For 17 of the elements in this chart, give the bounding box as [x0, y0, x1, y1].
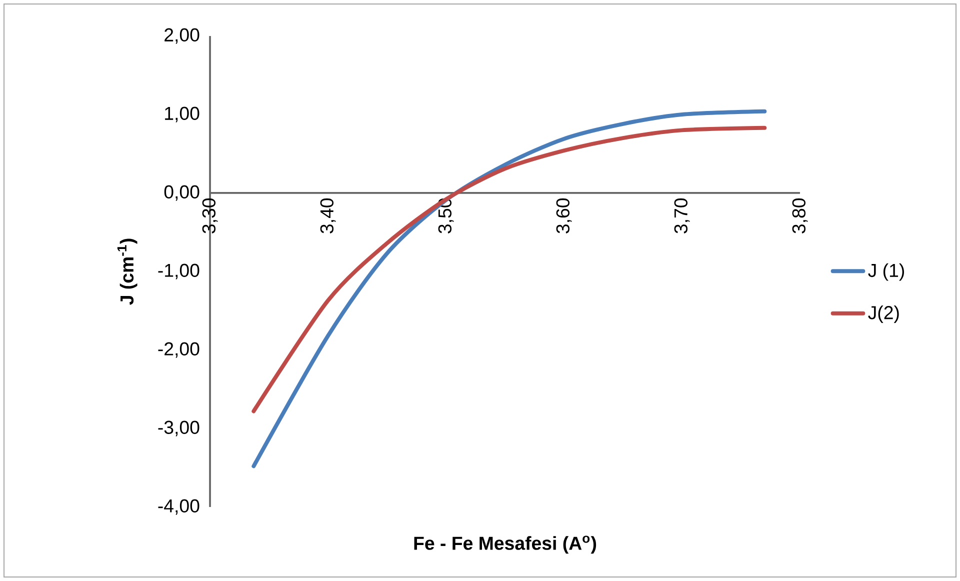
legend-label: J(2) — [868, 306, 899, 323]
line-series — [252, 126, 767, 414]
x-tick-label: 3,80 — [792, 198, 808, 234]
y-tick-label: -2,00 — [158, 342, 200, 358]
legend-label: J (1) — [868, 263, 904, 281]
x-tick-label: 3,30 — [202, 198, 218, 234]
y-axis-title: J (cm$^{-1}$) — [117, 238, 138, 305]
y-tick-label: -3,00 — [158, 420, 200, 436]
y-tick-label: -1,00 — [158, 264, 200, 280]
y-tick-label: -4,00 — [158, 499, 200, 515]
y-tick-label: 2,00 — [164, 28, 200, 44]
x-tick-label: 3,60 — [556, 198, 572, 234]
x-tick-label: 3,40 — [320, 198, 336, 234]
x-tick-label: 3,70 — [674, 198, 690, 234]
y-tick-label: 1,00 — [165, 106, 200, 122]
y-tick-label: 0,00 — [164, 185, 200, 201]
x-axis-title: Fe - Fe Mesafesi (A$^{o}$) — [414, 536, 596, 554]
